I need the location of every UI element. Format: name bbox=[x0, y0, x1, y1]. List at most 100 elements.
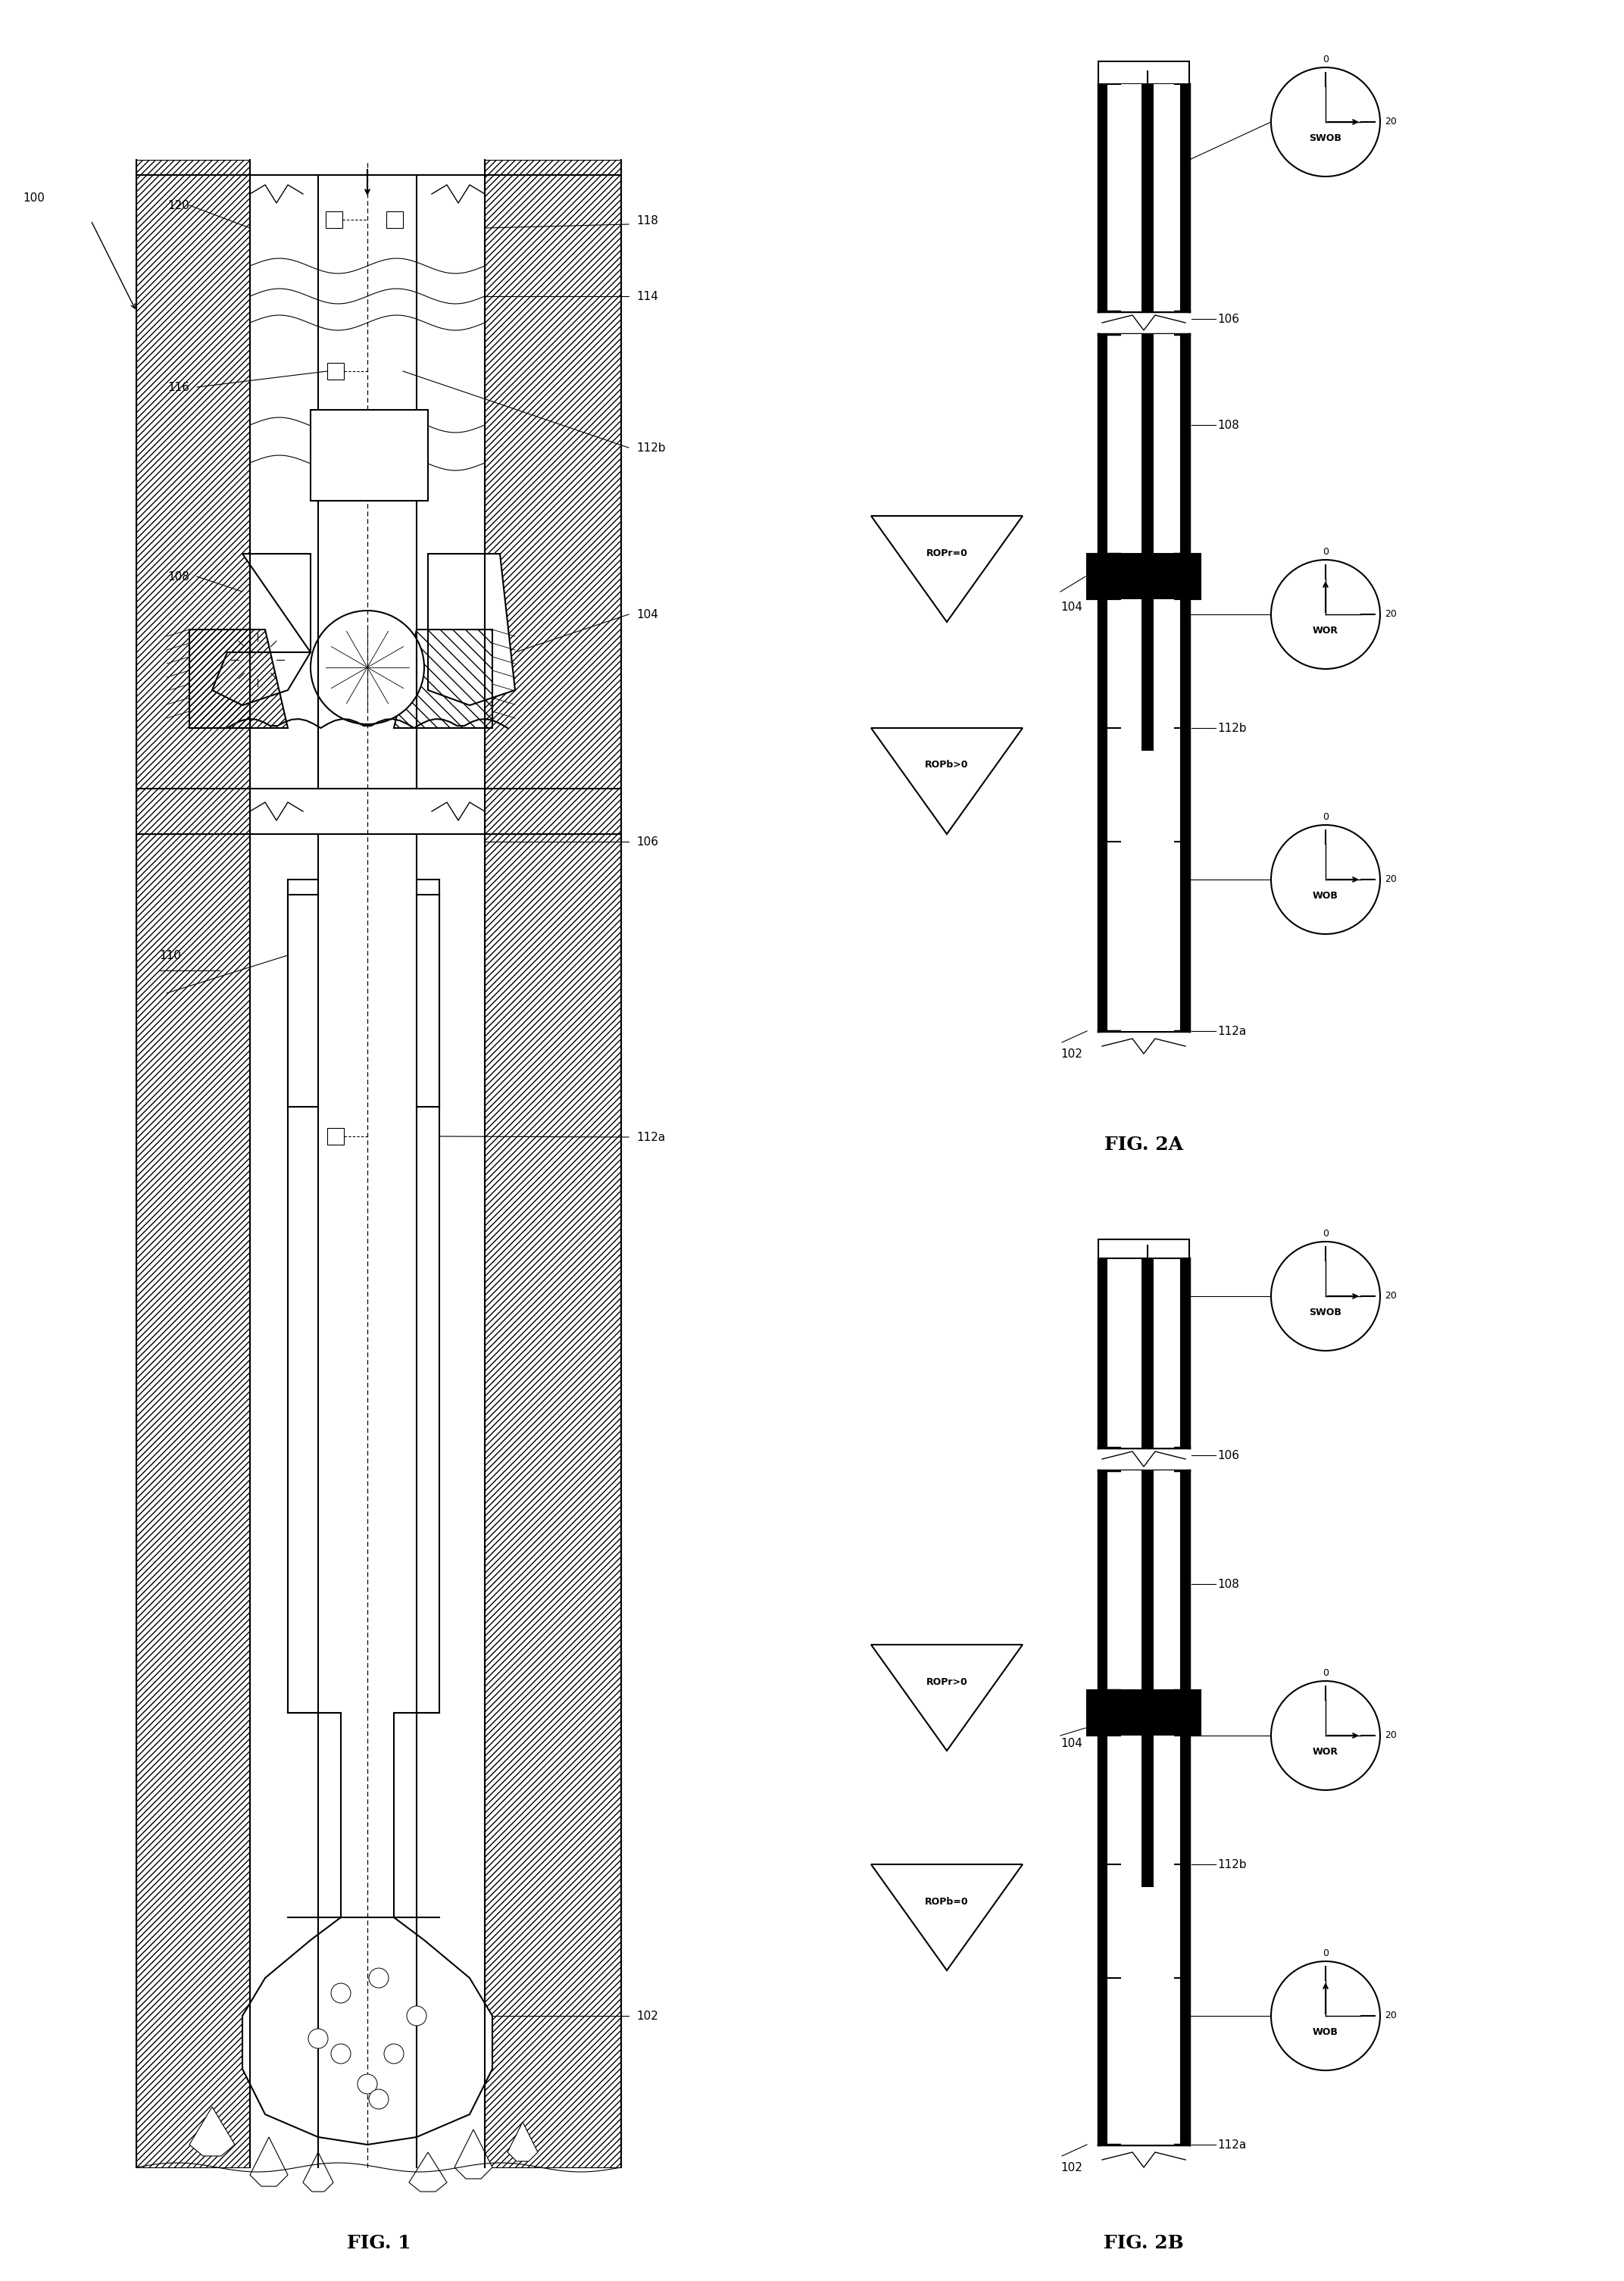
Bar bbox=[1098, 1239, 1189, 1259]
Polygon shape bbox=[455, 2130, 492, 2178]
Text: SWOB: SWOB bbox=[1309, 1307, 1341, 1318]
Bar bbox=[1086, 554, 1200, 600]
Text: 112b: 112b bbox=[637, 443, 666, 454]
Bar bbox=[1098, 62, 1189, 84]
Circle shape bbox=[369, 2089, 388, 2110]
Circle shape bbox=[406, 2005, 427, 2026]
Bar bbox=[1181, 1471, 1189, 1690]
Polygon shape bbox=[429, 554, 515, 705]
Text: 108: 108 bbox=[167, 570, 190, 582]
Text: 104: 104 bbox=[637, 609, 658, 620]
Polygon shape bbox=[870, 1864, 1023, 1971]
Bar bbox=[1098, 600, 1108, 1031]
Bar bbox=[1181, 84, 1189, 310]
Text: 104: 104 bbox=[1060, 602, 1082, 614]
Circle shape bbox=[331, 2044, 351, 2064]
Text: SWOB: SWOB bbox=[1309, 132, 1341, 144]
Circle shape bbox=[1272, 1681, 1380, 1791]
Text: ROPr>0: ROPr>0 bbox=[926, 1677, 968, 1686]
Bar bbox=[1121, 1259, 1174, 1448]
Circle shape bbox=[1272, 1962, 1380, 2071]
Text: WOR: WOR bbox=[1312, 1747, 1338, 1756]
Bar bbox=[310, 411, 429, 502]
Bar bbox=[1181, 1259, 1189, 1448]
Bar bbox=[1086, 1690, 1200, 1736]
Text: 112a: 112a bbox=[1218, 1026, 1246, 1038]
Circle shape bbox=[1272, 826, 1380, 933]
Polygon shape bbox=[507, 2121, 538, 2162]
Text: 120: 120 bbox=[167, 201, 190, 210]
Text: ROPb=0: ROPb=0 bbox=[926, 1896, 968, 1907]
Text: 116: 116 bbox=[167, 381, 190, 392]
Circle shape bbox=[310, 611, 424, 725]
Text: 0: 0 bbox=[1322, 1667, 1328, 1679]
Text: 110: 110 bbox=[159, 949, 180, 960]
Bar bbox=[326, 212, 343, 228]
Bar bbox=[1181, 1736, 1189, 2144]
Text: 112b: 112b bbox=[1218, 1859, 1247, 1870]
Text: 108: 108 bbox=[1218, 1578, 1239, 1590]
Bar bbox=[1142, 600, 1153, 750]
Text: 0: 0 bbox=[1322, 1948, 1328, 1959]
Text: 20: 20 bbox=[1384, 2012, 1397, 2021]
Bar bbox=[1142, 1736, 1153, 1886]
Bar bbox=[1098, 1259, 1108, 1448]
Text: FIG. 2B: FIG. 2B bbox=[1104, 2233, 1184, 2251]
Text: 0: 0 bbox=[1322, 547, 1328, 557]
Bar bbox=[1098, 1736, 1108, 2144]
Bar bbox=[326, 363, 344, 379]
Text: 20: 20 bbox=[1384, 609, 1397, 620]
Text: 20: 20 bbox=[1384, 116, 1397, 128]
Bar bbox=[1098, 1471, 1108, 1690]
Polygon shape bbox=[870, 728, 1023, 835]
Bar bbox=[1121, 84, 1174, 310]
Text: 114: 114 bbox=[637, 290, 658, 301]
Circle shape bbox=[1272, 559, 1380, 668]
Text: ROPb>0: ROPb>0 bbox=[926, 760, 968, 771]
Polygon shape bbox=[870, 516, 1023, 623]
Text: 112a: 112a bbox=[1218, 2140, 1246, 2151]
Bar bbox=[486, 160, 620, 2167]
Bar bbox=[1142, 1471, 1153, 1690]
Text: 102: 102 bbox=[1060, 1047, 1082, 1058]
Bar bbox=[1142, 333, 1153, 554]
Text: 118: 118 bbox=[637, 214, 658, 226]
Bar bbox=[136, 160, 250, 2167]
Polygon shape bbox=[242, 1918, 492, 2144]
Text: 102: 102 bbox=[637, 2010, 658, 2021]
Bar bbox=[387, 212, 403, 228]
Text: 20: 20 bbox=[1384, 1291, 1397, 1300]
Text: 106: 106 bbox=[1218, 1451, 1239, 1460]
Polygon shape bbox=[409, 2153, 447, 2192]
Text: 112b: 112b bbox=[1218, 723, 1247, 734]
Text: FIG. 2A: FIG. 2A bbox=[1104, 1136, 1184, 1154]
Circle shape bbox=[369, 1969, 388, 1987]
Text: 108: 108 bbox=[1218, 420, 1239, 431]
Circle shape bbox=[1272, 1241, 1380, 1350]
Text: WOB: WOB bbox=[1312, 2028, 1338, 2037]
Text: ROPr=0: ROPr=0 bbox=[926, 547, 968, 559]
Text: 0: 0 bbox=[1322, 812, 1328, 821]
Bar bbox=[1181, 333, 1189, 554]
Polygon shape bbox=[250, 2137, 287, 2185]
Text: WOR: WOR bbox=[1312, 625, 1338, 636]
Bar bbox=[1121, 1736, 1174, 2144]
Circle shape bbox=[331, 1982, 351, 2003]
Bar bbox=[326, 1129, 344, 1145]
Bar bbox=[486, 160, 620, 2167]
Bar bbox=[1121, 333, 1174, 554]
Polygon shape bbox=[213, 554, 310, 705]
Text: 104: 104 bbox=[1060, 1738, 1082, 1750]
Text: 0: 0 bbox=[1322, 55, 1328, 64]
Text: 20: 20 bbox=[1384, 1731, 1397, 1740]
Text: 100: 100 bbox=[23, 192, 44, 203]
Bar bbox=[1098, 84, 1108, 310]
Bar bbox=[1098, 333, 1108, 554]
Bar bbox=[136, 160, 250, 2167]
Text: 106: 106 bbox=[1218, 312, 1239, 324]
Text: 106: 106 bbox=[637, 835, 658, 846]
Bar bbox=[1121, 600, 1174, 1031]
Bar bbox=[1121, 1471, 1174, 1690]
Text: 0: 0 bbox=[1322, 1229, 1328, 1239]
Polygon shape bbox=[304, 2153, 333, 2192]
